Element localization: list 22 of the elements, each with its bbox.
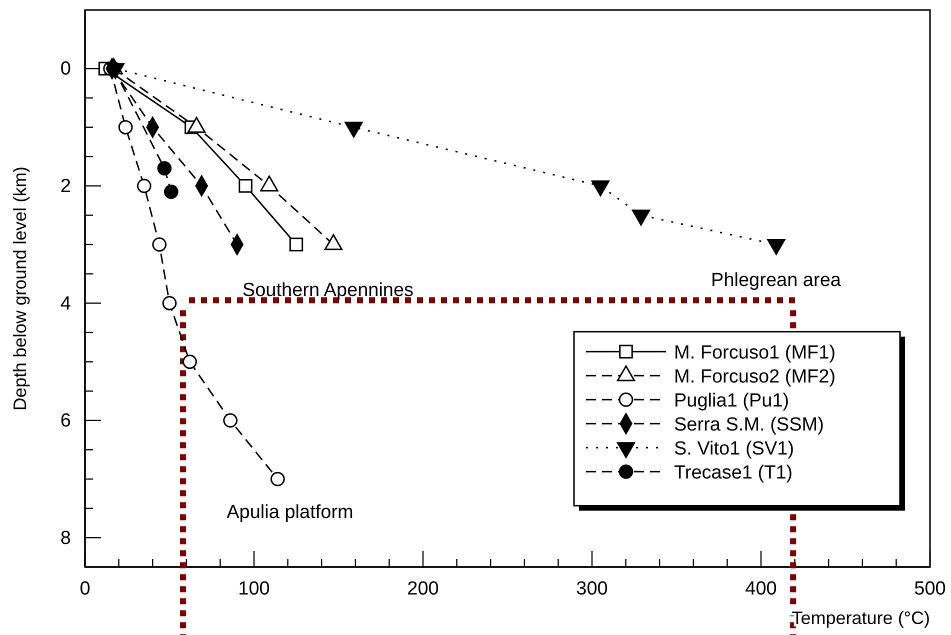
legend-label: Serra S.M. (SSM) [674, 414, 824, 436]
annotation: Southern Apennines [242, 280, 414, 301]
x-tick-label: 500 [914, 578, 946, 600]
x-tick-label: 100 [238, 578, 270, 600]
x-tick-label: 200 [407, 578, 439, 600]
x-tick-label: 300 [576, 578, 608, 600]
x-axis-title: Temperature (°C) [792, 608, 930, 628]
legend-label: Trecase1 (T1) [674, 462, 793, 484]
y-tick-label: 4 [60, 293, 72, 314]
legend-label: M. Forcuso2 (MF2) [674, 366, 836, 388]
y-tick-label: 6 [60, 410, 71, 432]
y-axis-title: Depth below ground level (km) [10, 166, 30, 411]
legend-label: M. Forcuso1 (MF1) [674, 342, 836, 364]
annotation: Phlegrean area [711, 270, 842, 291]
x-tick-label: 400 [745, 578, 777, 600]
y-tick-label: 0 [60, 58, 71, 80]
legend-label: S. Vito1 (SV1) [674, 438, 794, 460]
legend-label: Puglia1 (Pu1) [674, 390, 790, 412]
y-tick-label: 8 [60, 528, 71, 549]
x-tick-label: 0 [80, 578, 90, 600]
annotation: Apulia platform [226, 502, 354, 523]
y-tick-label: 2 [60, 176, 71, 197]
